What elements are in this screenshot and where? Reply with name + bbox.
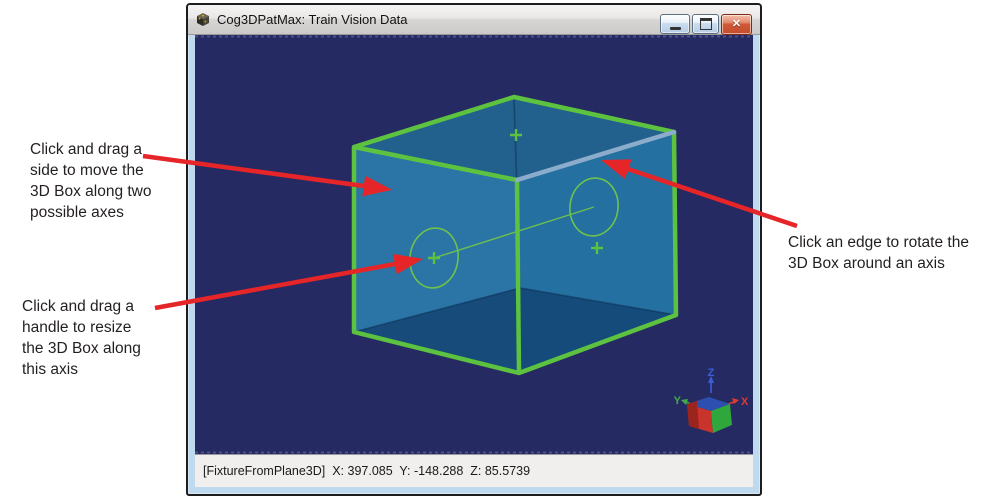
viewport-3d[interactable]: Z Y X <box>195 35 753 454</box>
box-edges-green[interactable] <box>351 94 679 376</box>
minimize-button[interactable] <box>660 14 690 34</box>
maximize-icon <box>699 18 712 30</box>
box-edge-highlighted[interactable] <box>514 129 677 183</box>
annotation-resize-handle: Click and drag a handle to resize the 3D… <box>22 298 141 378</box>
3d-scene: Z Y X <box>195 35 753 454</box>
axis-x-label: X <box>741 396 749 408</box>
axis-z-arrowhead <box>708 376 714 383</box>
handle-axis-line <box>433 206 595 259</box>
maximize-button[interactable] <box>692 14 719 34</box>
annotation-move-side: Click and drag a side to move the 3D Box… <box>30 141 152 221</box>
axis-x-arrowhead <box>732 398 739 404</box>
axis-y-label: Y <box>674 395 682 407</box>
status-coordinates: [FixtureFromPlane3D] X: 397.085 Y: -148.… <box>203 464 531 478</box>
window-title: Cog3DPatMax: Train Vision Data <box>217 12 408 27</box>
box-face-top[interactable] <box>354 97 674 180</box>
handle-plus-top-face[interactable] <box>510 129 522 141</box>
handle-plus-right-face[interactable] <box>591 242 603 254</box>
minimize-icon <box>669 26 681 30</box>
app-cube-icon <box>197 12 209 26</box>
status-bar: [FixtureFromPlane3D] X: 397.085 Y: -148.… <box>195 454 753 487</box>
axis-triad: Z Y X <box>674 367 749 433</box>
handle-plus-left-face[interactable] <box>428 252 440 264</box>
axis-cube-top <box>687 397 730 411</box>
window-controls: ✕ <box>660 14 752 35</box>
close-icon: ✕ <box>731 18 742 30</box>
axis-y-arrowhead <box>681 399 688 405</box>
app-window: Cog3DPatMax: Train Vision Data ✕ <box>186 3 762 496</box>
axis-cube-left-shade <box>687 401 699 429</box>
close-button[interactable]: ✕ <box>721 14 752 35</box>
axis-z-label: Z <box>708 367 715 379</box>
axis-cube-right <box>711 404 732 433</box>
title-bar[interactable]: Cog3DPatMax: Train Vision Data ✕ <box>188 5 760 35</box>
window-client-area: Z Y X [FixtureFromPlane3D] X: 397.085 Y:… <box>195 35 753 487</box>
annotation-rotate-edge: Click an edge to rotate the 3D Box aroun… <box>788 234 969 272</box>
